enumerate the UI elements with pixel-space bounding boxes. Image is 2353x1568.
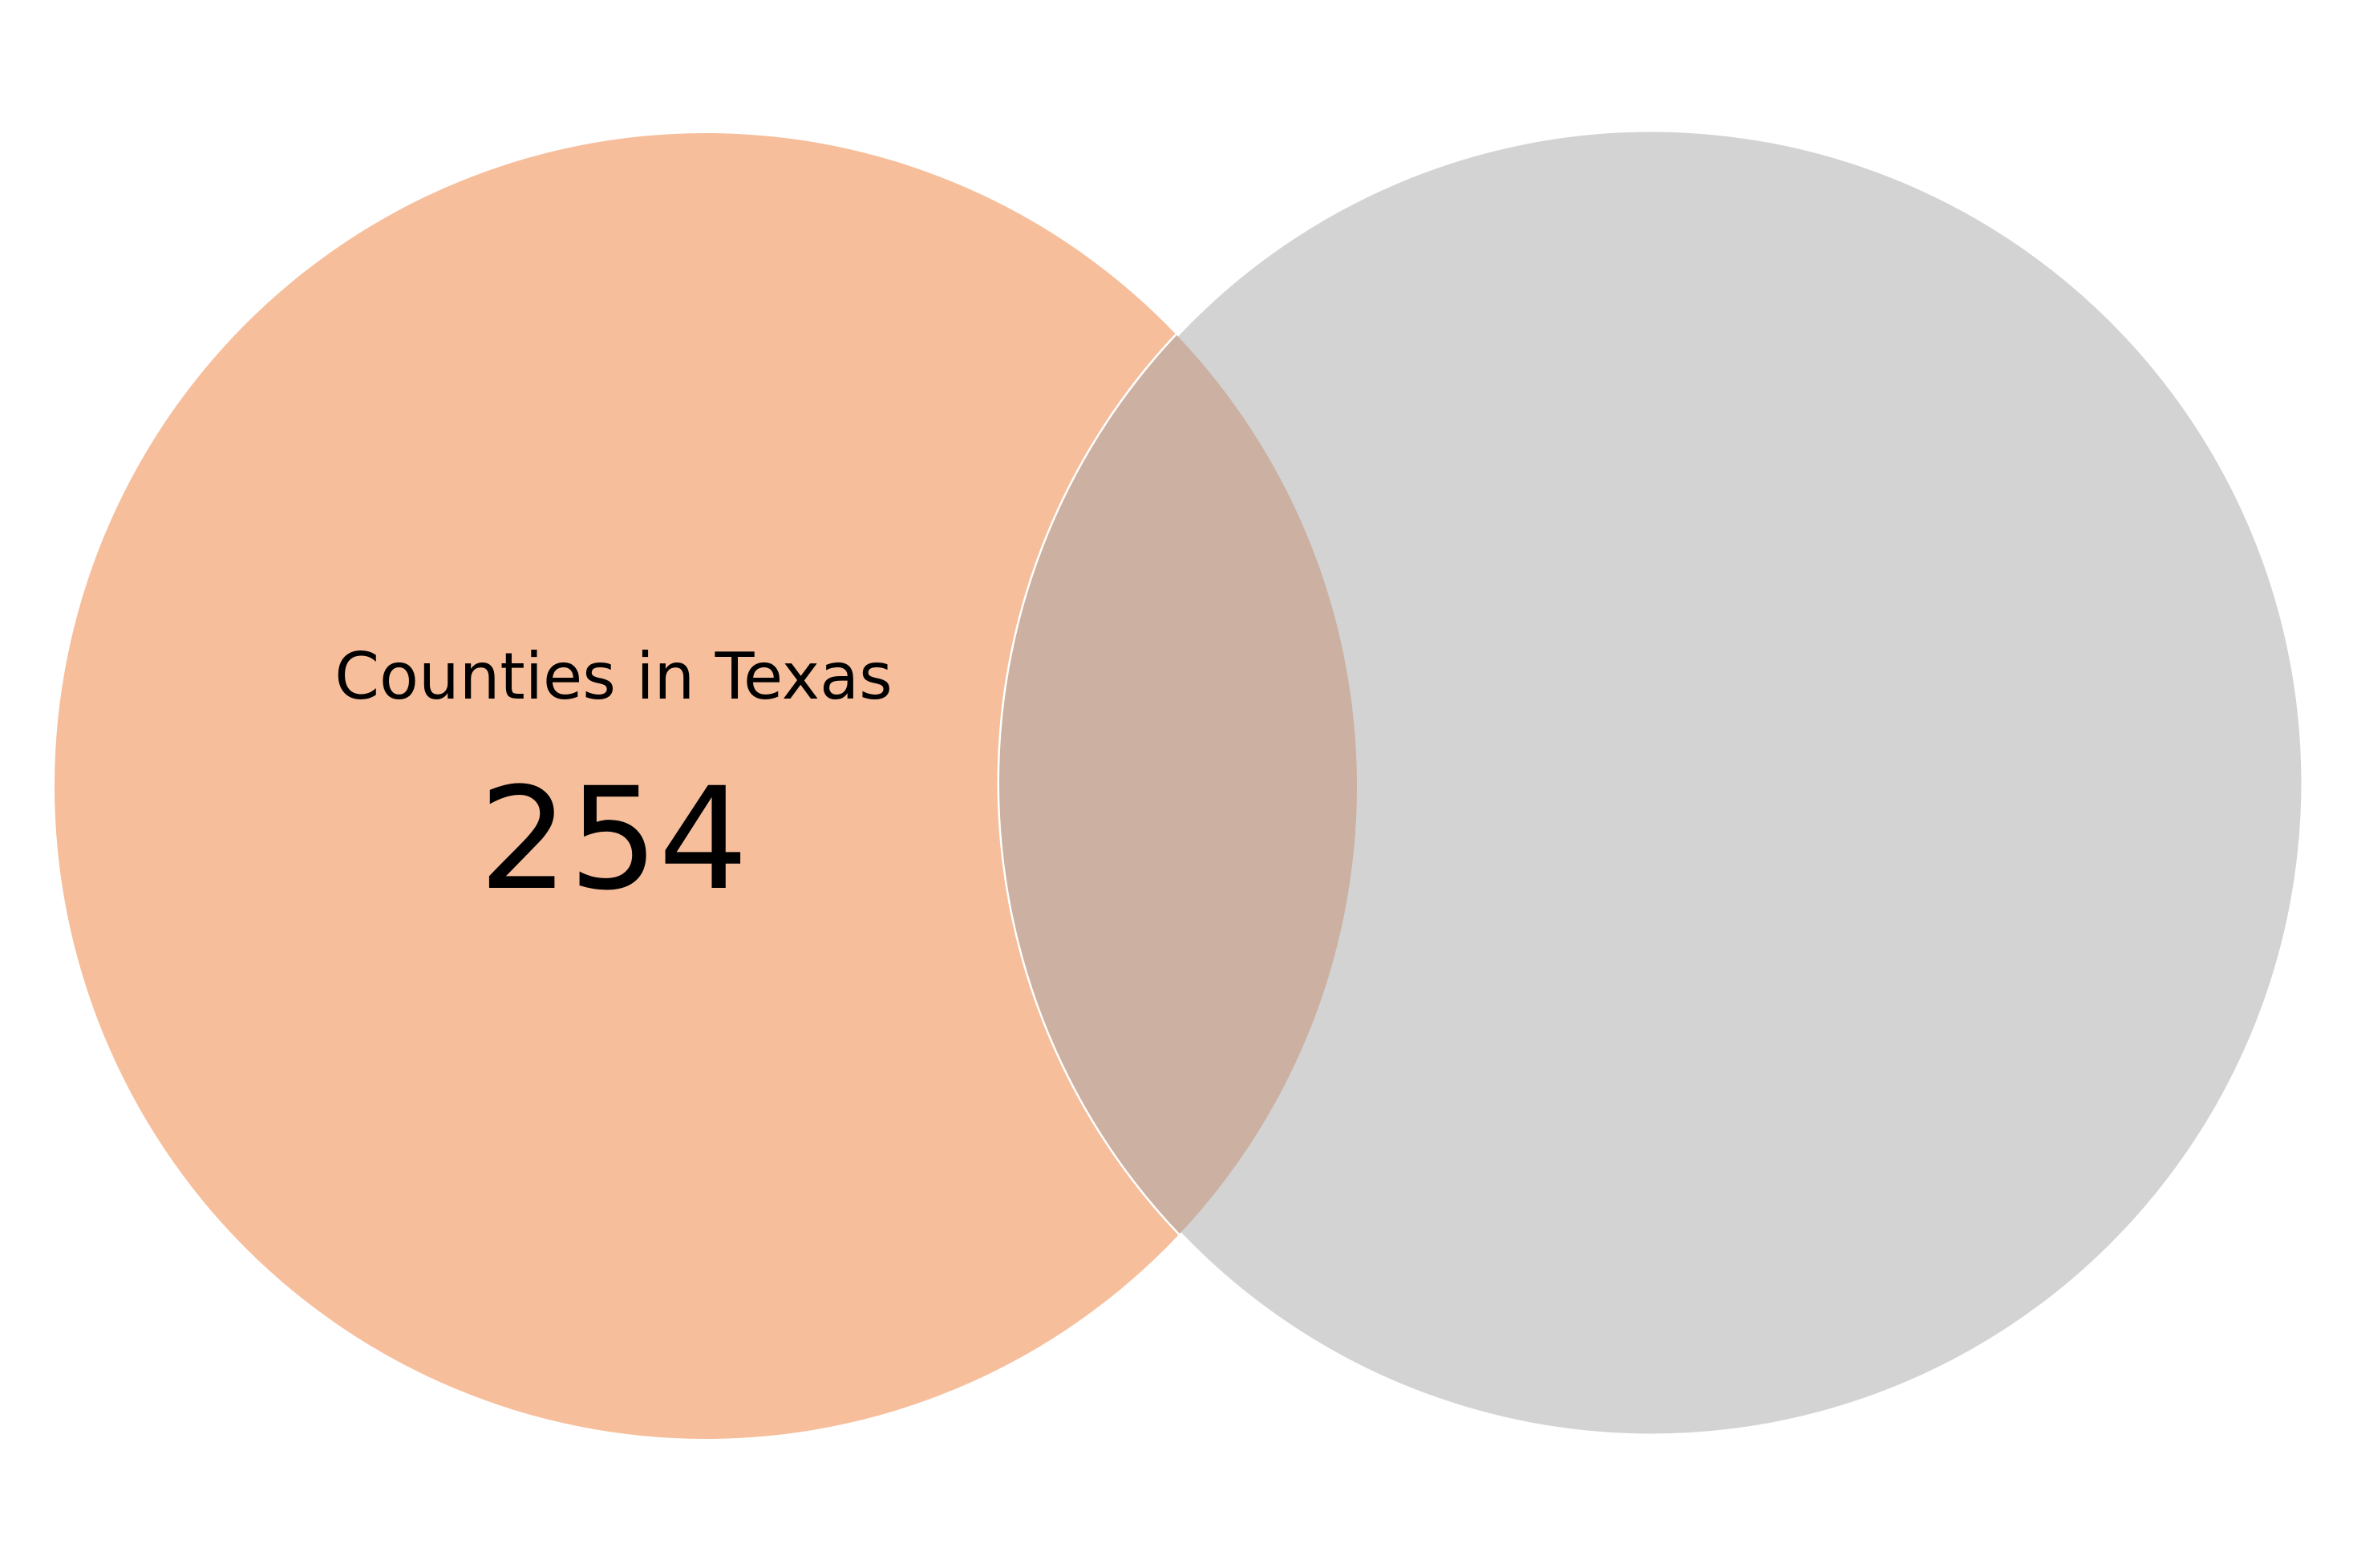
set-count-texas-counties: 254 (479, 757, 748, 922)
set-circle-texas-counties (55, 133, 1357, 1439)
set-label-texas-counties: Counties in Texas (334, 639, 893, 714)
